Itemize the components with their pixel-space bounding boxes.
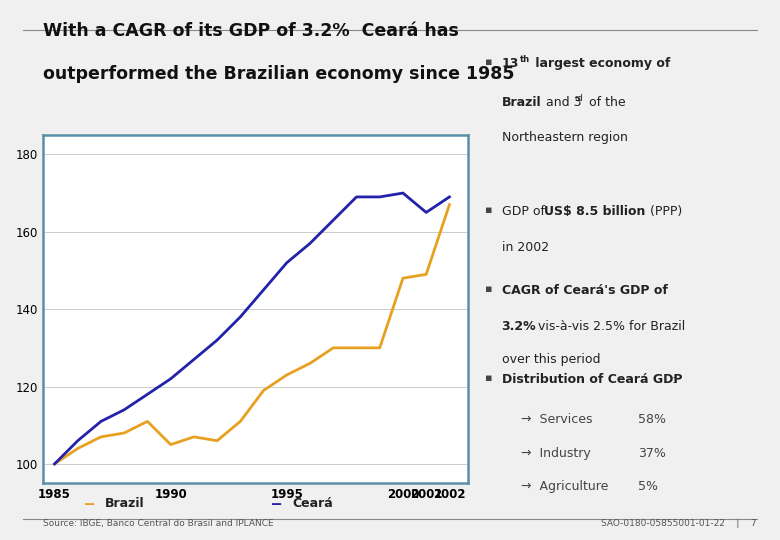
Text: →  Services: → Services <box>521 413 593 426</box>
Text: (PPP): (PPP) <box>646 205 682 218</box>
Text: 58%: 58% <box>638 413 666 426</box>
Text: ▪: ▪ <box>485 57 493 67</box>
Text: Distribution of Ceará GDP: Distribution of Ceará GDP <box>502 373 682 386</box>
Text: —: — <box>85 496 94 511</box>
Text: largest economy of: largest economy of <box>531 57 671 70</box>
Text: GDP of: GDP of <box>502 205 548 218</box>
Text: With a CAGR of its GDP of 3.2%  Ceará has: With a CAGR of its GDP of 3.2% Ceará has <box>43 22 459 39</box>
Text: :: : <box>672 373 675 386</box>
Text: rd: rd <box>574 94 583 103</box>
Text: Ceará: Ceará <box>292 497 333 510</box>
Text: in 2002: in 2002 <box>502 241 548 254</box>
Text: US$ 8.5 billion: US$ 8.5 billion <box>544 205 646 218</box>
Text: Source: IBGE, Banco Central do Brasil and IPLANCE: Source: IBGE, Banco Central do Brasil an… <box>43 519 274 528</box>
Text: Brazil: Brazil <box>105 497 145 510</box>
Text: 5%: 5% <box>638 480 658 493</box>
Text: and 3: and 3 <box>542 96 582 109</box>
Text: Brazil: Brazil <box>502 96 541 109</box>
Text: —: — <box>272 496 282 511</box>
Text: of the: of the <box>585 96 626 109</box>
Text: ▪: ▪ <box>485 205 493 215</box>
Text: over this period: over this period <box>502 353 600 366</box>
Text: th: th <box>520 55 530 64</box>
Text: SAO-0180-05855001-01-22    |    7: SAO-0180-05855001-01-22 | 7 <box>601 519 757 528</box>
Text: CAGR of Ceará's GDP of: CAGR of Ceará's GDP of <box>502 284 668 296</box>
Text: ▪: ▪ <box>485 284 493 294</box>
Text: ▪: ▪ <box>485 373 493 383</box>
Text: Northeastern region: Northeastern region <box>502 131 627 144</box>
Text: 37%: 37% <box>638 447 666 460</box>
Text: vis-à-vis 2.5% for Brazil: vis-à-vis 2.5% for Brazil <box>534 320 686 333</box>
Text: 13: 13 <box>502 57 519 70</box>
Text: outperformed the Brazilian economy since 1985: outperformed the Brazilian economy since… <box>43 65 514 83</box>
Text: →  Industry: → Industry <box>521 447 590 460</box>
Text: 3.2%: 3.2% <box>502 320 536 333</box>
Text: →  Agriculture: → Agriculture <box>521 480 608 493</box>
